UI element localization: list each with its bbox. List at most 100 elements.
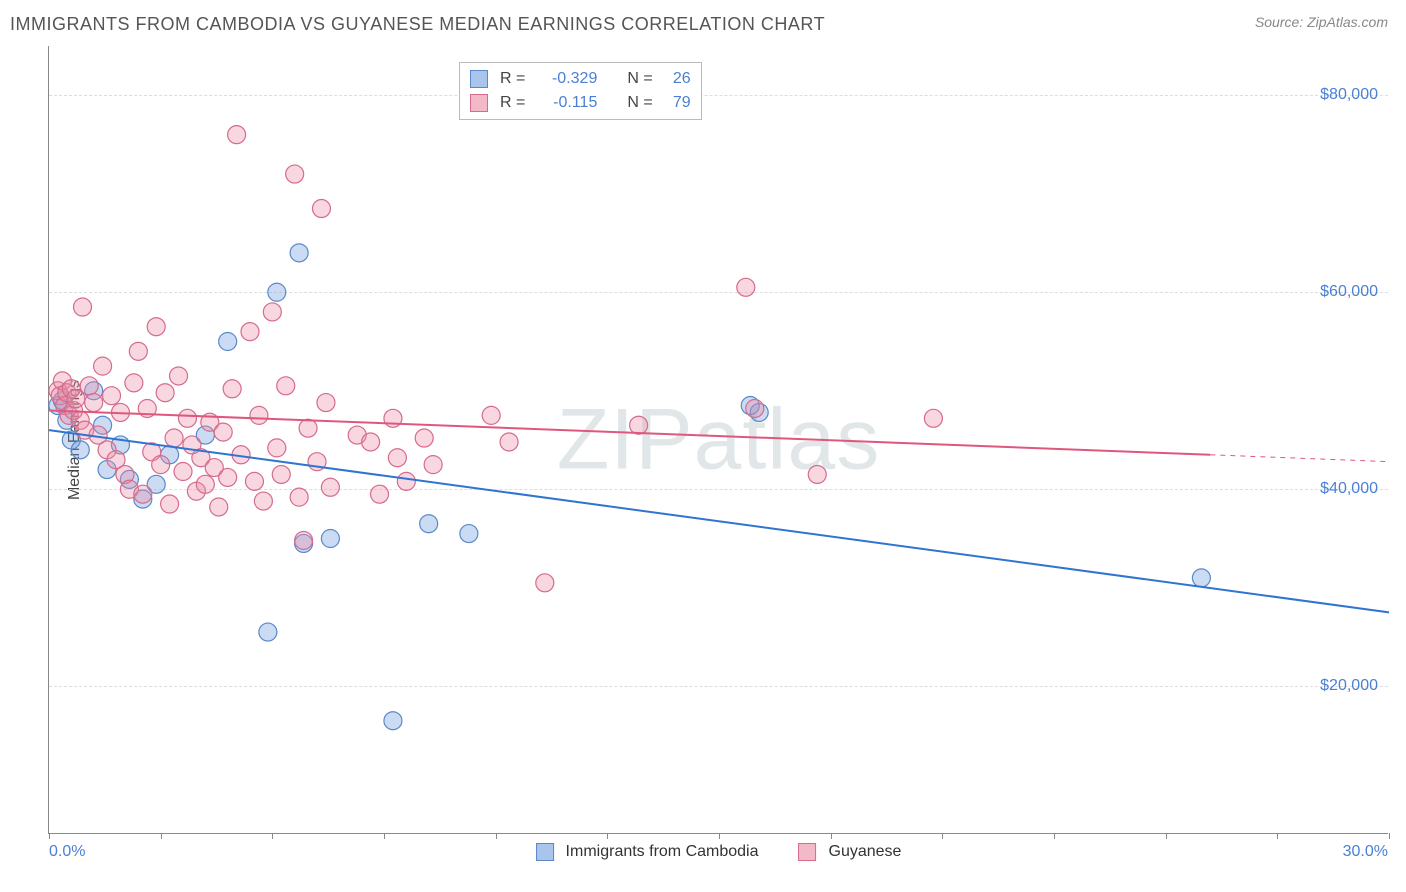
scatter-point (384, 712, 402, 730)
x-tick-label-left: 0.0% (49, 843, 85, 861)
scatter-point (290, 488, 308, 506)
x-tick-mark (719, 833, 720, 839)
scatter-point (85, 394, 103, 412)
r-value: -0.329 (533, 70, 597, 88)
scatter-point (286, 165, 304, 183)
scatter-point (259, 623, 277, 641)
x-tick-mark (942, 833, 943, 839)
x-tick-mark (1389, 833, 1390, 839)
trend-line-extension (1210, 455, 1389, 462)
x-tick-label-right: 30.0% (1343, 843, 1388, 861)
scatter-point (424, 456, 442, 474)
x-tick-mark (831, 833, 832, 839)
scatter-point (746, 399, 764, 417)
scatter-point (152, 456, 170, 474)
scatter-point (321, 530, 339, 548)
scatter-point (214, 423, 232, 441)
scatter-point (420, 515, 438, 533)
legend-label: Guyanese (829, 843, 902, 861)
scatter-point (924, 409, 942, 427)
chart-title: IMMIGRANTS FROM CAMBODIA VS GUYANESE MED… (10, 14, 825, 35)
legend-item: Guyanese (799, 843, 902, 861)
chart-container: IMMIGRANTS FROM CAMBODIA VS GUYANESE MED… (0, 0, 1406, 892)
scatter-point (103, 387, 121, 405)
scatter-point (178, 409, 196, 427)
scatter-point (321, 478, 339, 496)
scatter-point (210, 498, 228, 516)
scatter-point (250, 406, 268, 424)
scatter-point (147, 318, 165, 336)
scatter-point (295, 531, 313, 549)
scatter-point (165, 429, 183, 447)
scatter-point (219, 468, 237, 486)
n-label: N = (627, 70, 652, 88)
correlation-row: R = -0.329 N = 26 (470, 67, 691, 91)
scatter-point (125, 374, 143, 392)
scatter-point (174, 463, 192, 481)
correlation-legend-box: R = -0.329 N = 26 R = -0.115 N = 79 (459, 62, 702, 120)
scatter-point (129, 342, 147, 360)
scatter-point (196, 475, 214, 493)
correlation-row: R = -0.115 N = 79 (470, 91, 691, 115)
scatter-point (500, 433, 518, 451)
scatter-point (299, 419, 317, 437)
series-swatch-icon (470, 94, 488, 112)
scatter-point (161, 495, 179, 513)
r-value: -0.115 (533, 94, 597, 112)
r-label: R = (500, 94, 525, 112)
scatter-point (219, 333, 237, 351)
legend-swatch-icon (536, 843, 554, 861)
scatter-point (94, 357, 112, 375)
scatter-point (371, 485, 389, 503)
scatter-point (312, 200, 330, 218)
r-label: R = (500, 70, 525, 88)
legend-bottom: Immigrants from Cambodia Guyanese (536, 843, 902, 861)
x-tick-mark (1277, 833, 1278, 839)
x-tick-mark (607, 833, 608, 839)
scatter-point (536, 574, 554, 592)
scatter-point (808, 465, 826, 483)
legend-item: Immigrants from Cambodia (536, 843, 759, 861)
scatter-point (317, 394, 335, 412)
scatter-point (415, 429, 433, 447)
scatter-point (290, 244, 308, 262)
x-tick-mark (272, 833, 273, 839)
scatter-point (397, 472, 415, 490)
n-label: N = (627, 94, 652, 112)
series-swatch-icon (470, 70, 488, 88)
n-value: 79 (661, 94, 691, 112)
legend-label: Immigrants from Cambodia (566, 843, 759, 861)
x-tick-mark (1054, 833, 1055, 839)
scatter-point (80, 377, 98, 395)
scatter-point (737, 278, 755, 296)
scatter-point (1192, 569, 1210, 587)
scatter-point (272, 465, 290, 483)
source-attribution: Source: ZipAtlas.com (1255, 14, 1388, 30)
scatter-point (362, 433, 380, 451)
scatter-point (241, 323, 259, 341)
scatter-point (71, 441, 89, 459)
scatter-point (134, 485, 152, 503)
n-value: 26 (661, 70, 691, 88)
scatter-point (277, 377, 295, 395)
plot-area: Median Earnings $20,000$40,000$60,000$80… (48, 46, 1388, 834)
scatter-point (630, 416, 648, 434)
x-tick-mark (384, 833, 385, 839)
scatter-point (254, 492, 272, 510)
scatter-point (263, 303, 281, 321)
scatter-point (156, 384, 174, 402)
legend-swatch-icon (799, 843, 817, 861)
scatter-point (460, 525, 478, 543)
scatter-point (245, 472, 263, 490)
x-tick-mark (161, 833, 162, 839)
scatter-svg (49, 46, 1388, 833)
scatter-point (223, 380, 241, 398)
scatter-point (268, 439, 286, 457)
scatter-point (67, 390, 85, 408)
scatter-point (170, 367, 188, 385)
scatter-point (482, 406, 500, 424)
x-tick-mark (496, 833, 497, 839)
x-tick-mark (1166, 833, 1167, 839)
scatter-point (228, 126, 246, 144)
scatter-point (74, 298, 92, 316)
